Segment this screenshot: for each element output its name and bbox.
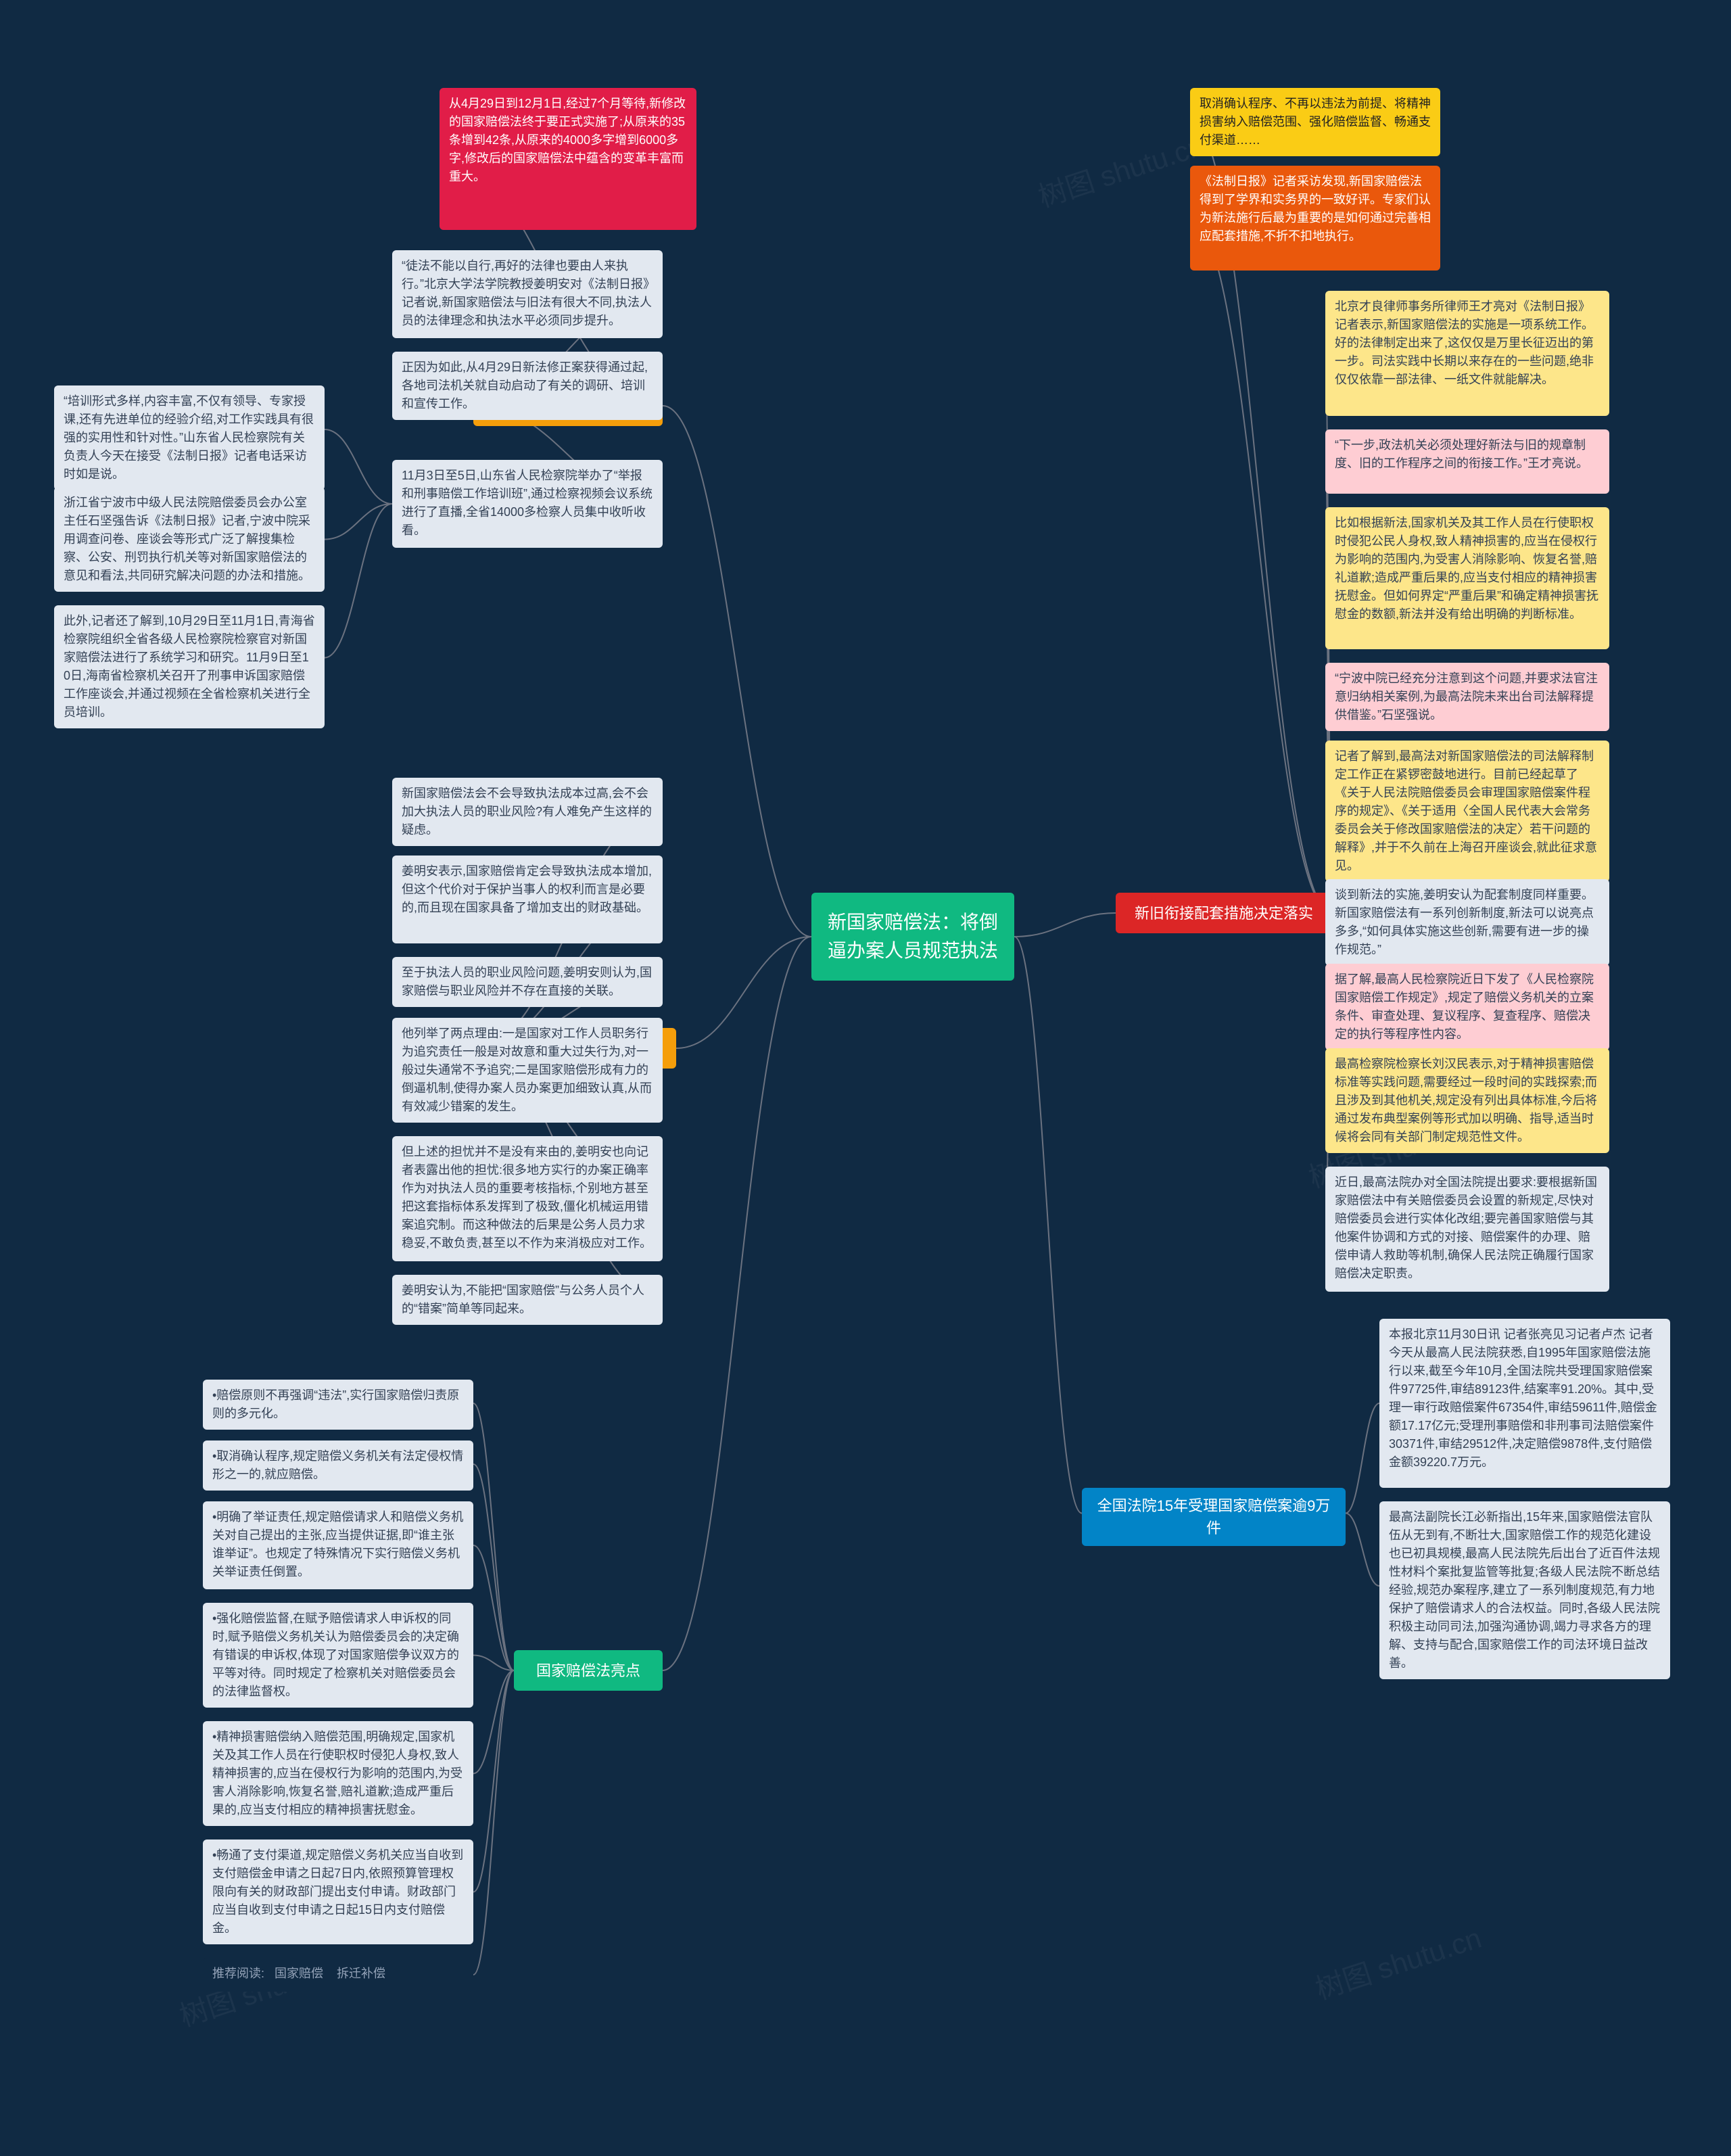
node-b2_d: 他列举了两点理由:一是国家对工作人员职务行为追究责任一般是对故意和重大过失行为,… xyxy=(392,1018,663,1123)
connector xyxy=(473,1656,514,1671)
node-b1_intro: 从4月29日到12月1日,经过7个月等待,新修改的国家赔偿法终于要正式实施了;从… xyxy=(440,88,696,230)
node-b3_c: •明确了举证责任,规定赔偿请求人和赔偿义务机关对自己提出的主张,应当提供证据,即… xyxy=(203,1501,473,1589)
node-b1_c3: 此外,记者还了解到,10月29日至11月1日,青海省检察院组织全省各级人民检察院… xyxy=(54,605,325,728)
connector xyxy=(473,1670,514,1975)
watermark: 树图 shutu.cn xyxy=(1310,1915,1486,2008)
node-b1_b: 正因为如此,从4月29日新法修正案获得通过起,各地司法机关就自动启动了有关的调研… xyxy=(392,352,663,420)
node-b1_c: 11月3日至5日,山东省人民检察院举办了“举报和刑事赔偿工作培训班”,通过检察视… xyxy=(392,460,663,548)
connector xyxy=(325,429,392,504)
node-b3_a: •赔偿原则不再强调“违法”,实行国家赔偿归责原则的多元化。 xyxy=(203,1380,473,1430)
node-r2_a: 本报北京11月30日讯 记者张亮见习记者卢杰 记者今天从最高人民法院获悉,自19… xyxy=(1379,1319,1670,1488)
node-r1_b: 《法制日报》记者采访发现,新国家赔偿法得到了学界和实务界的一致好评。专家们认为新… xyxy=(1190,166,1440,271)
connector xyxy=(473,1670,514,1774)
connector xyxy=(1190,218,1332,914)
node-b2_e: 但上述的担忧并不是没有来由的,姜明安也向记者表露出他的担忧:很多地方实行的办案正… xyxy=(392,1136,663,1261)
connector xyxy=(676,937,811,1048)
connector xyxy=(473,1464,514,1670)
node-r2_b: 最高法副院长江必新指出,15年来,国家赔偿法官队伍从无到有,不断壮大,国家赔偿工… xyxy=(1379,1501,1670,1679)
node-b3: 国家赔偿法亮点 xyxy=(514,1650,663,1691)
node-r1_f: “宁波中院已经充分注意到这个问题,并要求法官注意归纳相关案例,为最高法院未来出台… xyxy=(1325,663,1609,731)
connector xyxy=(663,937,811,1670)
node-b1_c1: “培训形式多样,内容丰富,不仅有领导、专家授课,还有先进单位的经验介绍,对工作实… xyxy=(54,385,325,490)
mindmap-canvas: 树图 shutu.cn树图 shutu.cn树图 shutu.cn树图 shut… xyxy=(0,0,1731,2156)
connector xyxy=(663,406,811,937)
node-b3_d: •强化赔偿监督,在赋予赔偿请求人申诉权的同时,赋予赔偿义务机关认为赔偿委员会的决… xyxy=(203,1603,473,1708)
node-b1_c2: 浙江省宁波市中级人民法院赔偿委员会办公室主任石坚强告诉《法制日报》记者,宁波中院… xyxy=(54,487,325,592)
connector xyxy=(325,504,392,658)
node-b3_b: •取消确认程序,规定赔偿义务机关有法定侵权情形之一的,就应赔偿。 xyxy=(203,1440,473,1491)
node-b2_f: 姜明安认为,不能把“国家赔偿”与公务人员个人的“错案”简单等同起来。 xyxy=(392,1275,663,1325)
node-r1_i: 据了解,最高人民检察院近日下发了《人民检察院国家赔偿工作规定》,规定了赔偿义务机… xyxy=(1325,964,1609,1050)
node-r1_h: 谈到新法的实施,姜明安认为配套制度同样重要。新国家赔偿法有一系列创新制度,新法可… xyxy=(1325,879,1609,966)
node-r1_d: “下一步,政法机关必须处理好新法与旧的规章制度、旧的工作程序之间的衔接工作。”王… xyxy=(1325,429,1609,494)
connector xyxy=(1014,913,1116,937)
node-b2_c: 至于执法人员的职业风险问题,姜明安则认为,国家赔偿与职业风险并不存在直接的关联。 xyxy=(392,957,663,1007)
node-r2: 全国法院15年受理国家赔偿案逾9万件 xyxy=(1082,1488,1346,1546)
node-root: 新国家赔偿法：将倒逼办案人员规范执法 xyxy=(811,893,1014,981)
node-r1_j: 最高检察院检察长刘汉民表示,对于精神损害赔偿标准等实践问题,需要经过一段时间的实… xyxy=(1325,1048,1609,1153)
node-r1: 新旧衔接配套措施决定落实 xyxy=(1116,893,1332,933)
node-b1_a: “徒法不能以自行,再好的法律也要由人来执行。”北京大学法学院教授姜明安对《法制日… xyxy=(392,250,663,338)
connector xyxy=(1346,1403,1379,1514)
node-r1_k: 近日,最高法院办对全国法院提出要求:要根据新国家赔偿法中有关赔偿委员会设置的新规… xyxy=(1325,1167,1609,1292)
connector xyxy=(473,1545,514,1670)
node-r1_e: 比如根据新法,国家机关及其工作人员在行使职权时侵犯公民人身权,致人精神损害的,应… xyxy=(1325,507,1609,649)
node-b3_g: 推荐阅读: 国家赔偿 拆迁补偿 xyxy=(203,1958,473,1992)
node-r1_g: 记者了解到,最高法对新国家赔偿法的司法解释制定工作正在紧锣密鼓地进行。目前已经起… xyxy=(1325,741,1609,882)
node-r1_c: 北京才良律师事务所律师王才亮对《法制日报》记者表示,新国家赔偿法的实施是一项系统… xyxy=(1325,291,1609,416)
node-r1_a: 取消确认程序、不再以违法为前提、将精神损害纳入赔偿范围、强化赔偿监督、畅通支付渠… xyxy=(1190,88,1440,156)
connector xyxy=(473,1670,514,1892)
node-b3_e: •精神损害赔偿纳入赔偿范围,明确规定,国家机关及其工作人员在行使职权时侵犯人身权… xyxy=(203,1721,473,1826)
watermark: 树图 shutu.cn xyxy=(1033,123,1209,216)
connector xyxy=(1014,937,1082,1514)
connector xyxy=(473,1403,514,1670)
node-b3_f: •畅通了支付渠道,规定赔偿义务机关应当自收到支付赔偿金申请之日起7日内,依照预算… xyxy=(203,1839,473,1944)
node-b2_a: 新国家赔偿法会不会导致执法成本过高,会不会加大执法人员的职业风险?有人难免产生这… xyxy=(392,778,663,846)
node-b2_b: 姜明安表示,国家赔偿肯定会导致执法成本增加,但这个代价对于保护当事人的权利而言是… xyxy=(392,856,663,943)
connector xyxy=(1346,1514,1379,1587)
connector xyxy=(325,504,392,540)
